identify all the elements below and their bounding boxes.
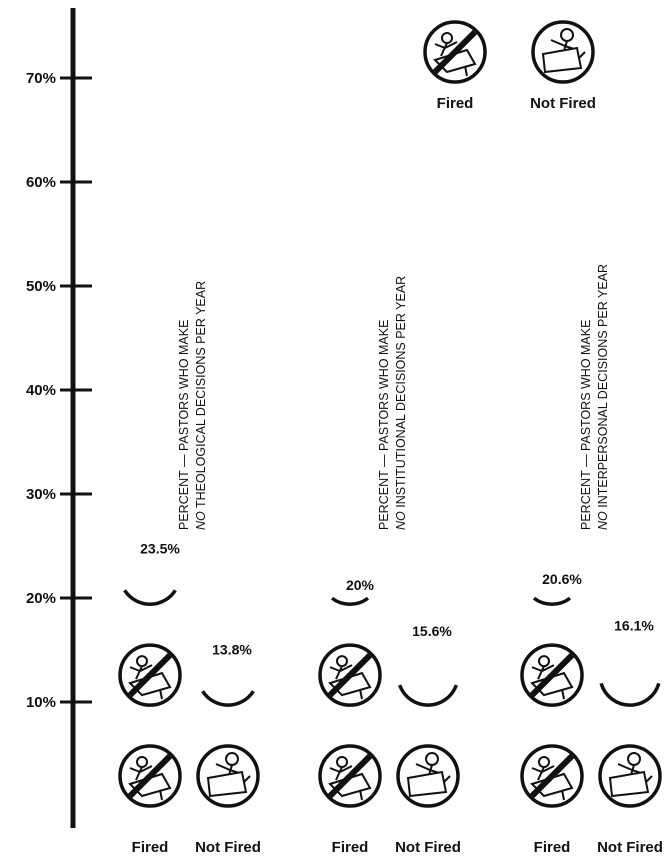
legend-label: Not Fired: [530, 95, 596, 112]
bar-group: 20.6% Fired 16.1% Not Fired PERCENT — PASTOR…: [522, 264, 663, 856]
legend-item: Fired: [425, 22, 485, 112]
group-description-line2: NO THEOLOGICAL DECISIONS PER YEAR: [194, 281, 208, 530]
fired-icon: [425, 22, 485, 82]
bar-groups: 23.5% Fired 13.8% Not Fired PERCENT — PASTOR…: [120, 264, 663, 856]
partial-icon-arc: [123, 589, 177, 606]
y-tick-label: 60%: [26, 174, 56, 191]
legend-label: Fired: [437, 95, 474, 112]
y-tick-label: 30%: [26, 486, 56, 503]
partial-icon-arc: [201, 690, 255, 707]
bar-group: 20% Fired 15.6% Not Fired PERCENT — PASTORS …: [320, 276, 461, 856]
bar: 16.1% Not Fired: [597, 618, 663, 856]
not-fired-icon: [531, 20, 595, 84]
fired-icon: [522, 746, 582, 806]
partial-icon-arc: [398, 684, 458, 707]
category-label: Not Fired: [597, 839, 663, 856]
bar-group: 23.5% Fired 13.8% Not Fired PERCENT — PASTOR…: [120, 281, 261, 856]
category-label: Fired: [332, 839, 369, 856]
category-label: Fired: [534, 839, 571, 856]
data-label: 13.8%: [212, 641, 252, 657]
not-fired-icon: [196, 744, 260, 808]
group-description: PERCENT — PASTORS WHO MAKE NO INSTITUTION…: [377, 276, 408, 530]
group-description-line1: PERCENT — PASTORS WHO MAKE: [377, 320, 391, 530]
partial-icon-arc: [330, 596, 370, 606]
bar: 20.6% Fired: [522, 571, 582, 856]
fired-icon: [120, 746, 180, 806]
y-axis-ticks: 10% 20% 30% 40% 50% 60% 70%: [26, 70, 92, 711]
data-label: 20%: [346, 577, 375, 593]
data-label: 15.6%: [412, 623, 452, 639]
legend-item: Not Fired: [530, 20, 596, 112]
y-tick-label: 10%: [26, 694, 56, 711]
bar: 20% Fired: [320, 577, 380, 856]
group-description: PERCENT — PASTORS WHO MAKE NO THEOLOGICAL…: [177, 281, 208, 530]
bar: 13.8% Not Fired: [195, 641, 261, 856]
fired-icon: [320, 645, 380, 705]
bar: 23.5% Fired: [120, 541, 180, 856]
group-description-line1: PERCENT — PASTORS WHO MAKE: [579, 320, 593, 530]
fired-icon: [320, 746, 380, 806]
y-tick-label: 70%: [26, 70, 56, 87]
category-label: Not Fired: [395, 839, 461, 856]
bar: 15.6% Not Fired: [395, 623, 461, 856]
fired-icon: [120, 645, 180, 705]
y-tick-label: 40%: [26, 382, 56, 399]
partial-icon-arc: [532, 596, 572, 606]
group-description-line2: NO INTERPERSONAL DECISIONS PER YEAR: [596, 264, 610, 530]
data-label: 23.5%: [140, 541, 180, 557]
category-label: Fired: [132, 839, 169, 856]
y-tick-label: 20%: [26, 590, 56, 607]
partial-icon-arc: [599, 682, 661, 707]
data-label: 20.6%: [542, 571, 582, 587]
not-fired-icon: [396, 744, 460, 808]
group-description-line2: NO INSTITUTIONAL DECISIONS PER YEAR: [394, 276, 408, 530]
category-label: Not Fired: [195, 839, 261, 856]
y-tick-label: 50%: [26, 278, 56, 295]
fired-icon: [522, 645, 582, 705]
group-description: PERCENT — PASTORS WHO MAKE NO INTERPERSON…: [579, 264, 610, 530]
data-label: 16.1%: [614, 618, 654, 634]
legend: Fired Not Fired: [425, 22, 596, 112]
group-description-line1: PERCENT — PASTORS WHO MAKE: [177, 320, 191, 530]
not-fired-icon: [598, 744, 662, 808]
